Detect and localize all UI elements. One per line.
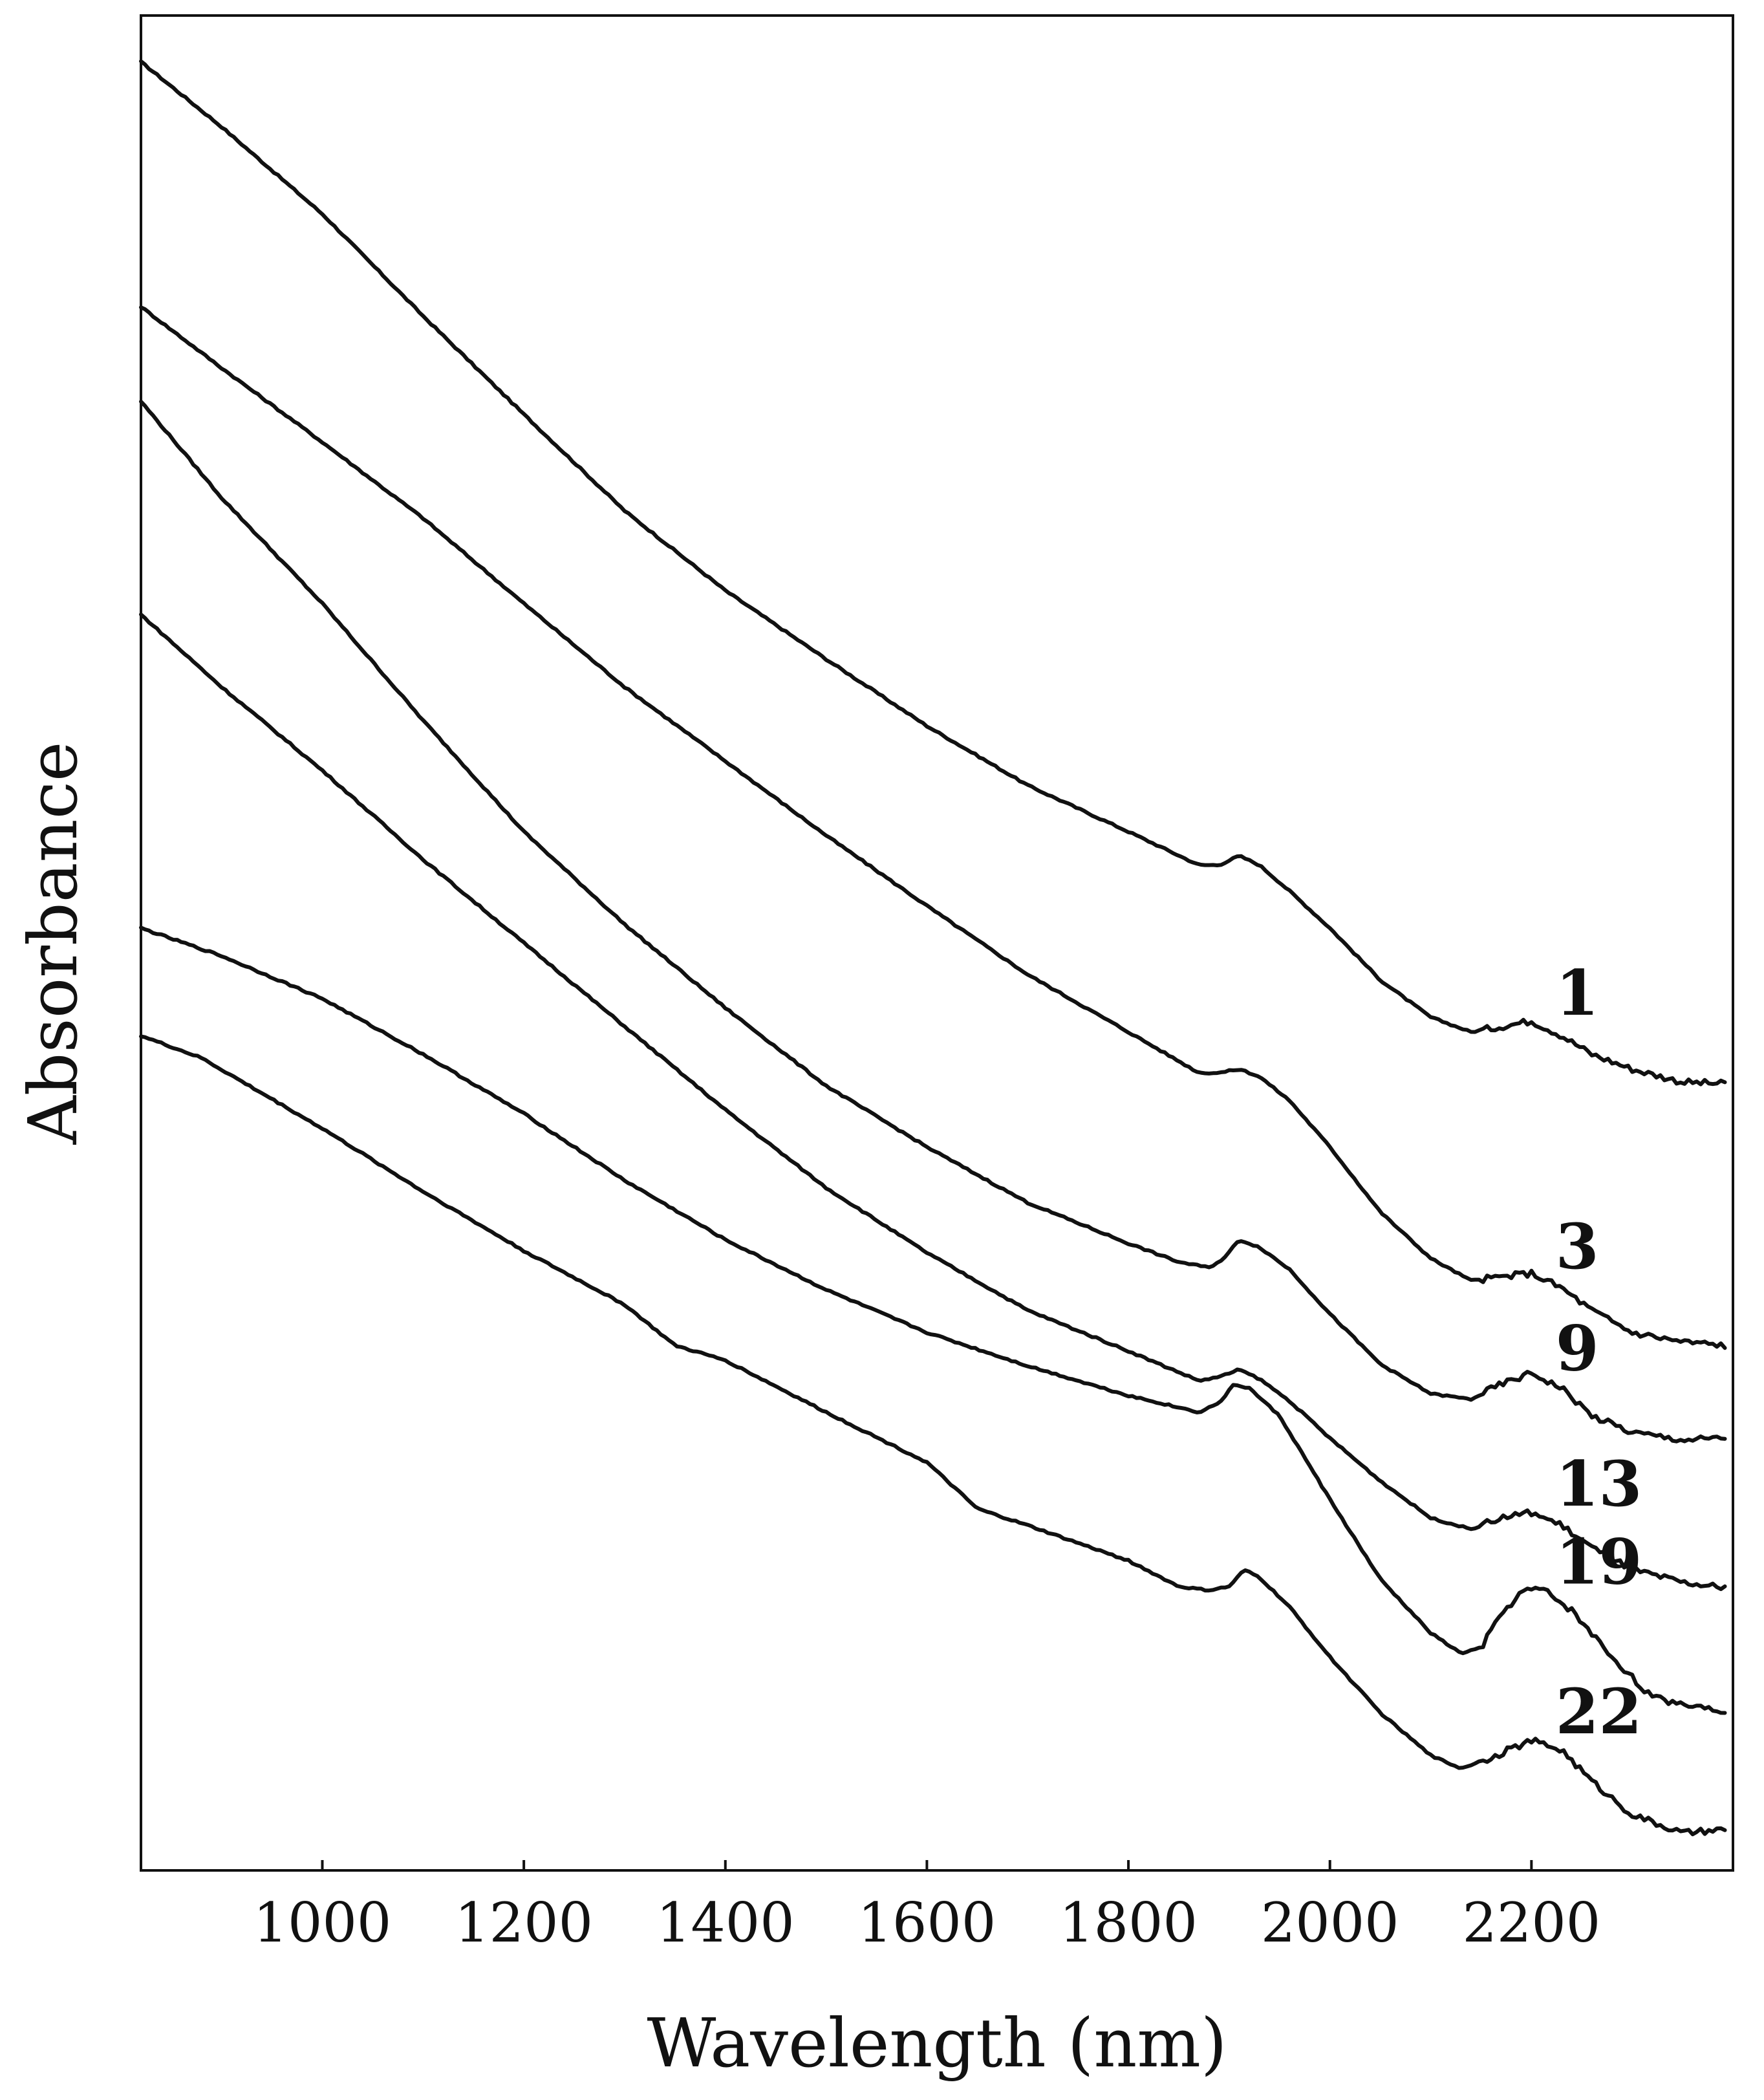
- series-label-22: 22: [1556, 1675, 1642, 1748]
- spectrum-line-9: [139, 399, 1727, 1444]
- spectrum-line-19: [139, 926, 1727, 1715]
- series-label-3: 3: [1556, 1210, 1599, 1283]
- series-label-19: 19: [1556, 1525, 1642, 1598]
- x-tick-label: 1800: [1059, 1891, 1198, 1954]
- series-label-1: 1: [1556, 957, 1599, 1030]
- series-label-9: 9: [1556, 1312, 1599, 1385]
- spectrum-line-22: [139, 1034, 1727, 1837]
- plot-frame: [140, 14, 1734, 1872]
- spectrum-line-1: [139, 59, 1727, 1087]
- x-axis-title: Wavelength (nm): [647, 2004, 1227, 2083]
- x-axis-ticks: 1000 1200 1400 1600 1800 2000 2200: [253, 1860, 1600, 1954]
- series-label-13: 13: [1556, 1447, 1642, 1521]
- spectrum-line-3: [139, 305, 1727, 1350]
- x-tick-label: 2200: [1462, 1891, 1600, 1954]
- y-axis-title: Absorbance: [14, 742, 92, 1145]
- x-tick-label: 1600: [858, 1891, 996, 1954]
- spectrum-line-13: [139, 612, 1727, 1592]
- x-tick-label: 1200: [455, 1891, 593, 1954]
- x-tick-label: 1400: [656, 1891, 795, 1954]
- x-tick-label: 1000: [253, 1891, 392, 1954]
- x-tick-label: 2000: [1261, 1891, 1399, 1954]
